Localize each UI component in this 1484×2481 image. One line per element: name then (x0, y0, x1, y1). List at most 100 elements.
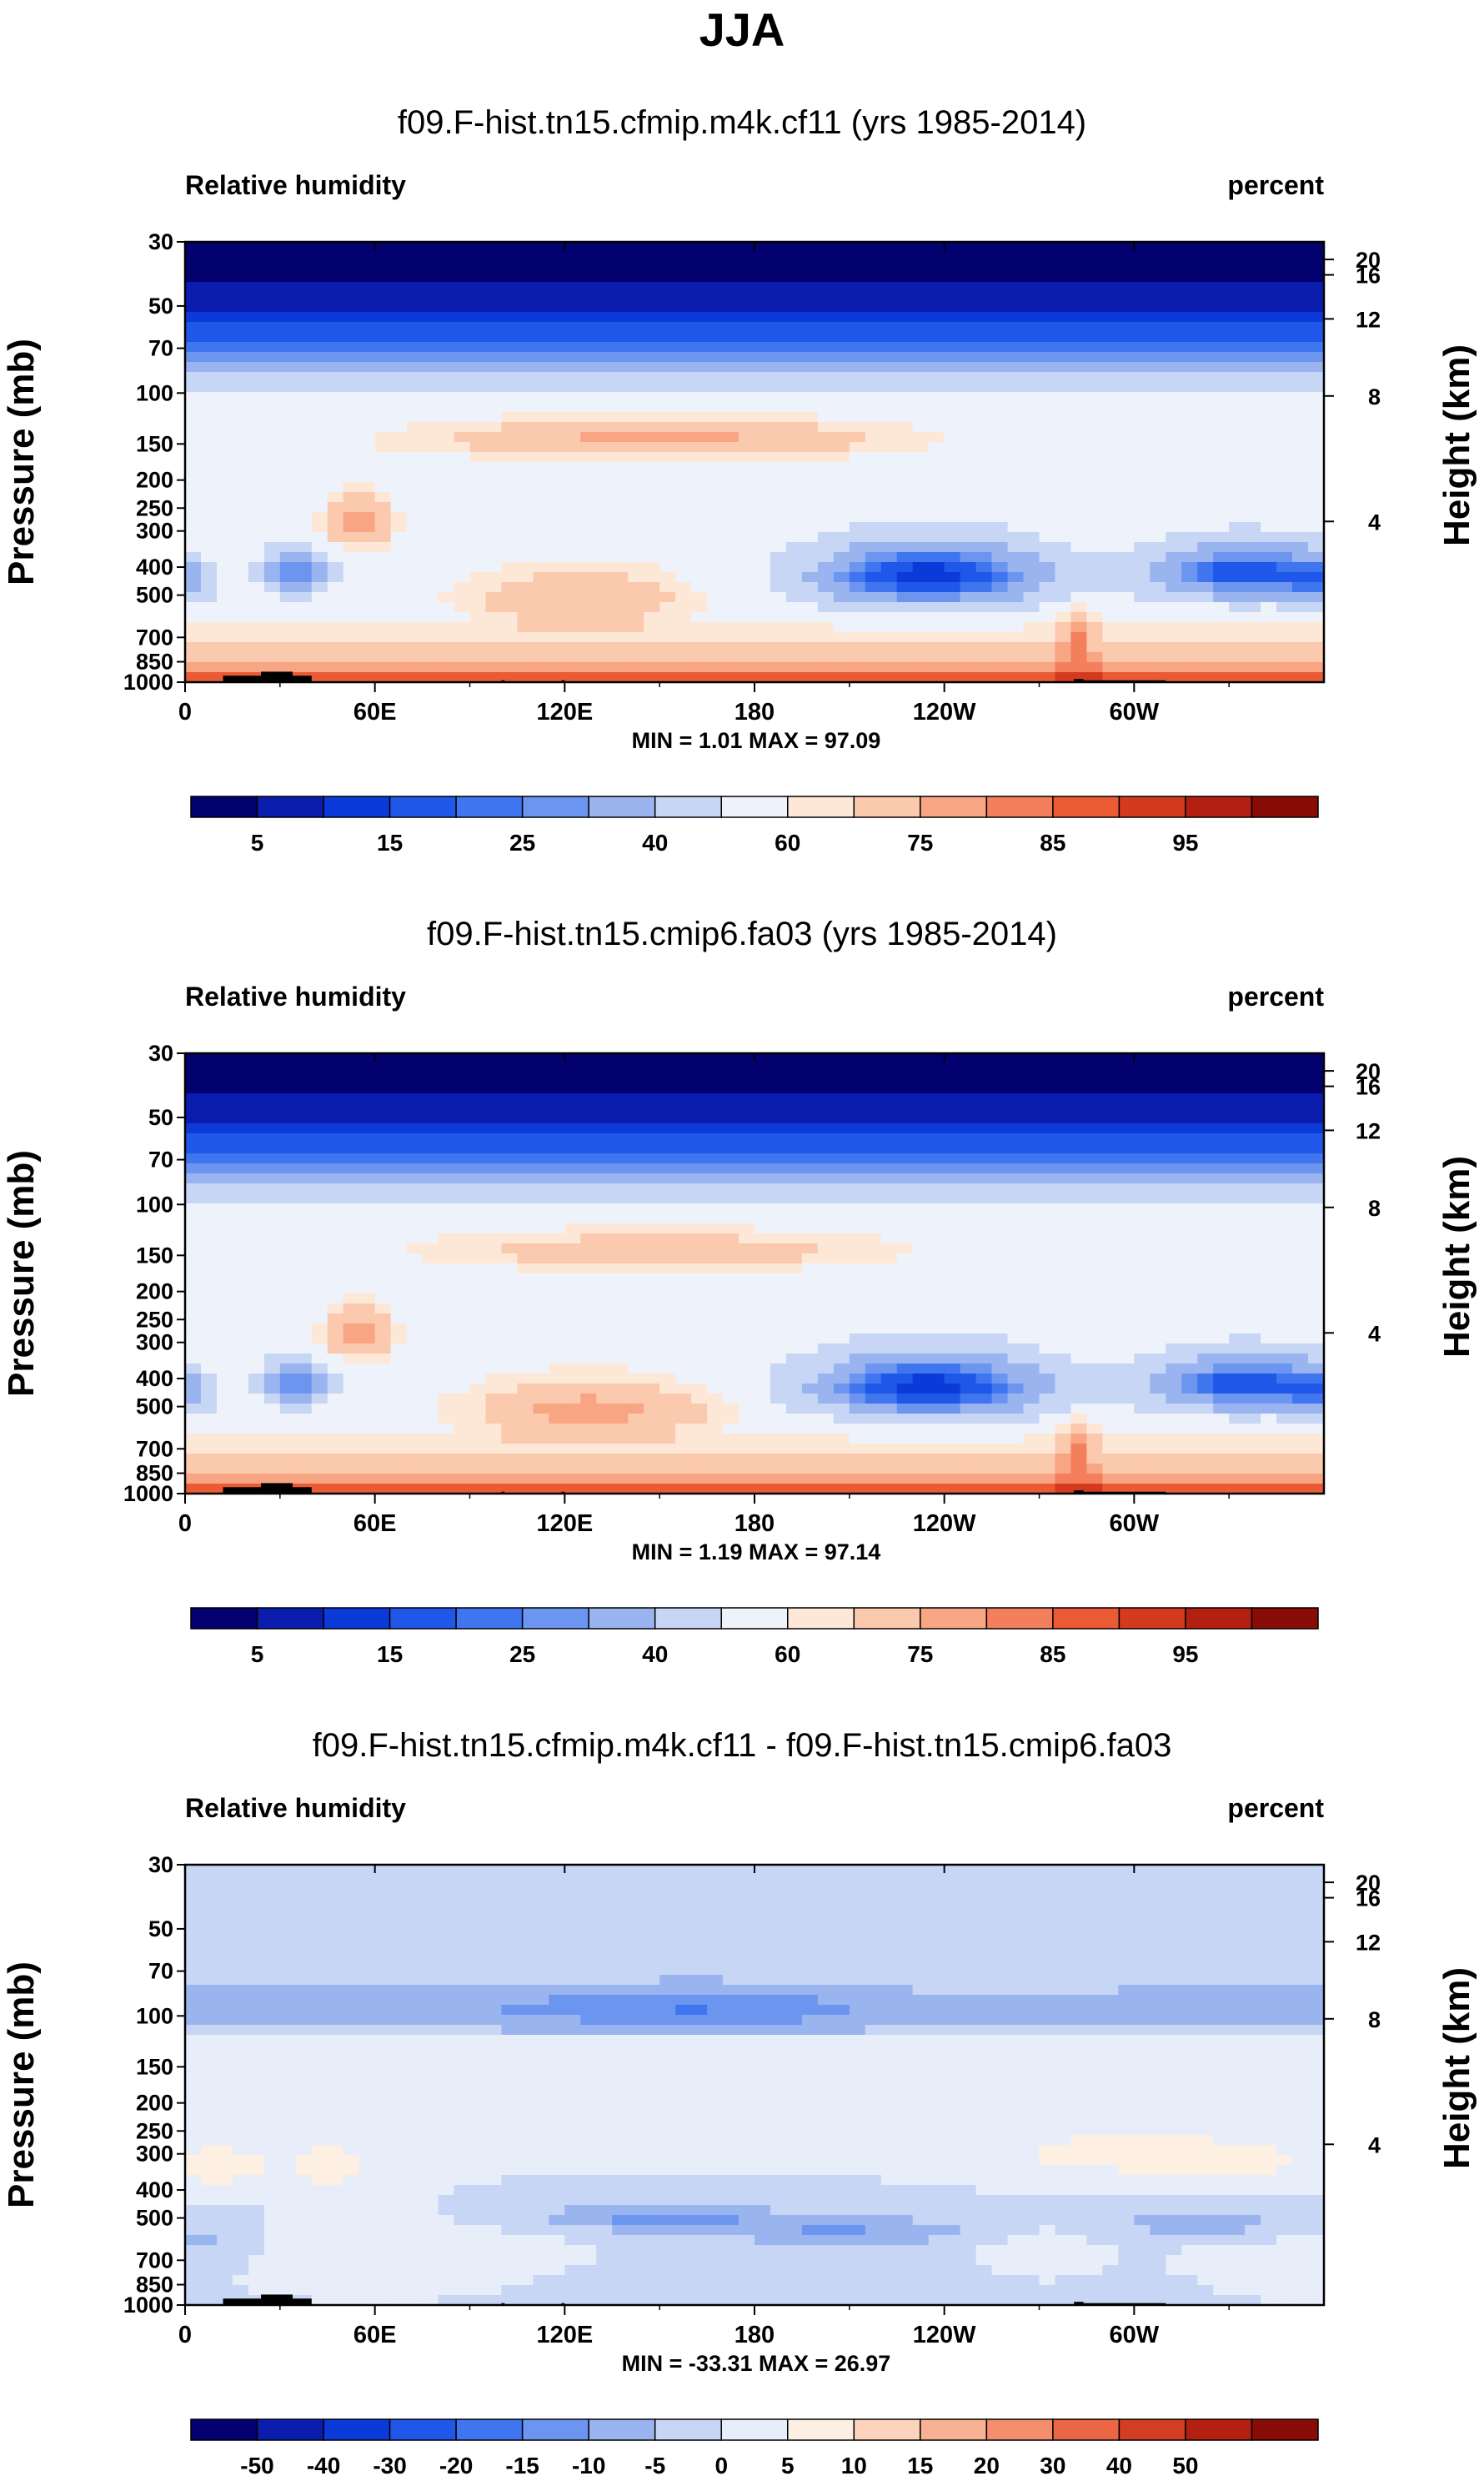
contour-cell (580, 632, 597, 643)
contour-cell (343, 522, 360, 533)
contour-cell (295, 1253, 313, 1264)
contour-cell (232, 482, 249, 493)
contour-cell (580, 652, 597, 663)
contour-cell (390, 672, 408, 683)
contour-cell (295, 392, 313, 403)
contour-cell (485, 512, 503, 523)
contour-cell (549, 512, 565, 523)
contour-cell (1292, 362, 1309, 373)
contour-cell (216, 632, 233, 643)
contour-cell (1276, 572, 1293, 583)
colorbar-box (190, 796, 258, 818)
contour-cell (564, 252, 581, 263)
contour-cell (469, 1223, 487, 1234)
contour-cell (564, 612, 581, 623)
contour-cell (564, 1103, 581, 1114)
contour-cell (928, 482, 945, 493)
contour-cell (1261, 1243, 1277, 1254)
contour-cell (1166, 1203, 1182, 1214)
contour-cell (817, 432, 835, 443)
contour-cell (343, 532, 360, 543)
contour-cell (675, 452, 692, 463)
contour-cell (1229, 1123, 1246, 1134)
contour-cell (865, 1213, 882, 1224)
contour-cell (469, 672, 487, 683)
contour-cell (358, 462, 376, 473)
contour-cell (1039, 1163, 1056, 1174)
contour-cell (263, 262, 281, 273)
contour-cell (1007, 652, 1025, 663)
contour-cell (928, 332, 945, 343)
contour-cell (1229, 1193, 1246, 1204)
contour-cell (232, 582, 249, 593)
contour-cell (501, 542, 519, 553)
contour-cell (1150, 562, 1166, 573)
contour-cell (1245, 362, 1261, 373)
contour-cell (707, 392, 724, 403)
contour-cell (1039, 622, 1056, 633)
contour-cell (390, 372, 408, 383)
contour-cell (200, 1113, 218, 1124)
contour-cell (1023, 592, 1040, 603)
contour-cell (612, 332, 629, 343)
contour-cell (422, 512, 439, 523)
contour-cell (1055, 322, 1072, 333)
contour-cell (659, 1193, 676, 1204)
contour-cell (1118, 252, 1135, 263)
contour-cell (770, 482, 787, 493)
contour-cell (185, 402, 202, 413)
contour-cell (1023, 262, 1040, 273)
contour-cell (564, 602, 581, 613)
contour-cell (533, 672, 549, 683)
contour-cell (390, 482, 408, 493)
contour-cell (817, 322, 835, 333)
contour-cell (801, 562, 819, 573)
contour-cell (991, 1153, 1009, 1164)
contour-cell (501, 1173, 519, 1184)
contour-cell (628, 372, 644, 383)
contour-cell (517, 622, 534, 633)
contour-cell (327, 1193, 344, 1204)
contour-cell (833, 642, 850, 653)
contour-cell (517, 652, 534, 663)
contour-cell (517, 432, 534, 443)
contour-cell (185, 252, 202, 263)
contour-cell (564, 372, 581, 383)
contour-cell (1150, 462, 1166, 473)
contour-cell (295, 662, 313, 673)
contour-cell (469, 1143, 487, 1154)
contour-cell (1039, 642, 1056, 653)
contour-cell (295, 1193, 313, 1204)
contour-cell (517, 1113, 534, 1124)
contour-cell (880, 342, 898, 353)
contour-cell (200, 552, 218, 563)
contour-cell (438, 392, 455, 403)
contour-cell (1308, 452, 1325, 463)
contour-cell (960, 402, 977, 413)
contour-cell (1070, 372, 1088, 383)
contour-cell (1181, 352, 1198, 363)
contour-cell (1102, 412, 1119, 423)
contour-cell (1213, 332, 1230, 343)
contour-cell (311, 572, 328, 583)
contour-cell (707, 412, 724, 423)
contour-cell (1023, 362, 1040, 373)
contour-cell (1055, 522, 1072, 533)
contour-cell (1102, 1073, 1119, 1084)
contour-cell (1039, 242, 1056, 253)
contour-cell (1055, 492, 1072, 503)
contour-cell (596, 472, 613, 483)
contour-cell (343, 282, 360, 293)
contour-cell (1007, 352, 1025, 363)
contour-cell (248, 1173, 265, 1184)
contour-cell (390, 1083, 408, 1094)
contour-cell (1229, 1113, 1246, 1124)
contour-cell (1229, 652, 1246, 663)
contour-cell (374, 582, 392, 593)
contour-cell (675, 362, 692, 373)
contour-cell (1292, 1063, 1309, 1074)
contour-cell (438, 1133, 455, 1144)
contour-cell (279, 1113, 297, 1124)
contour-cell (185, 272, 202, 283)
contour-cell (644, 472, 660, 483)
